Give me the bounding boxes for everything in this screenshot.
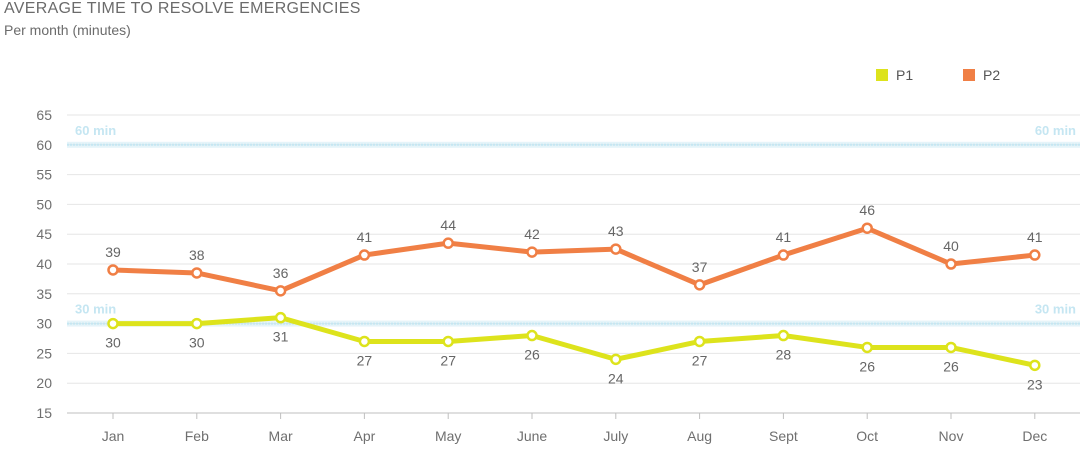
x-tick-label: June — [517, 428, 548, 444]
legend-swatch-p1 — [876, 69, 888, 81]
y-tick-label: 45 — [36, 226, 52, 242]
data-label-p2: 41 — [357, 229, 373, 245]
data-label-p1: 27 — [440, 352, 456, 368]
data-point-p2 — [1029, 249, 1041, 261]
data-point-p1 — [191, 317, 203, 330]
x-tick-label: Jan — [102, 428, 125, 444]
x-tick-label: Apr — [354, 428, 376, 444]
chart-title: AVERAGE TIME TO RESOLVE EMERGENCIES — [4, 0, 361, 17]
series-line-p2 — [110, 225, 1038, 294]
y-tick-label: 20 — [36, 375, 52, 391]
data-label-p1: 30 — [189, 335, 205, 351]
data-point-p2 — [358, 249, 371, 261]
data-point-p1 — [107, 317, 119, 330]
threshold-label-right: 60 min — [1035, 123, 1076, 138]
data-point-p2 — [610, 243, 622, 255]
y-tick-label: 35 — [36, 286, 52, 302]
data-point-p2 — [861, 222, 873, 234]
threshold-band-1 — [67, 320, 1080, 327]
data-label-p1: 26 — [859, 358, 875, 374]
data-point-p1 — [693, 335, 706, 348]
data-label-p1: 30 — [105, 335, 121, 351]
y-tick-label: 15 — [36, 405, 52, 421]
data-point-p1 — [777, 329, 790, 342]
data-label-p2: 44 — [440, 217, 456, 233]
x-tick-label: Oct — [856, 428, 878, 444]
y-tick-label: 40 — [36, 256, 52, 272]
y-tick-label: 25 — [36, 345, 52, 361]
data-point-p2 — [274, 285, 287, 297]
data-label-p2: 41 — [1027, 229, 1043, 245]
y-tick-label: 65 — [36, 107, 52, 123]
data-point-p1 — [1029, 359, 1041, 372]
data-point-p1 — [861, 341, 873, 354]
data-point-p2 — [945, 258, 957, 270]
data-label-p1: 26 — [943, 358, 959, 374]
data-label-p1: 28 — [776, 347, 792, 363]
threshold-label-right: 30 min — [1035, 302, 1076, 317]
data-label-p1: 24 — [608, 370, 624, 386]
data-point-p1 — [442, 335, 454, 348]
data-point-p1 — [358, 335, 371, 348]
data-label-p1: 26 — [524, 347, 540, 363]
data-label-p2: 46 — [859, 202, 875, 218]
x-tick-label: July — [603, 428, 628, 444]
data-point-p2 — [191, 267, 203, 279]
y-tick-label: 55 — [36, 167, 52, 183]
x-tick-label: Nov — [939, 428, 964, 444]
data-point-p2 — [526, 246, 538, 258]
x-tick-label: Feb — [185, 428, 209, 444]
threshold-label-left: 60 min — [75, 123, 116, 138]
data-point-p1 — [610, 353, 622, 366]
y-tick-label: 60 — [36, 137, 52, 153]
data-label-p2: 36 — [273, 265, 289, 281]
data-label-p2: 39 — [105, 244, 121, 260]
data-label-p2: 40 — [943, 238, 959, 254]
data-label-p1: 31 — [273, 329, 289, 345]
threshold-band-0 — [67, 141, 1080, 148]
x-tick-label: May — [435, 428, 461, 444]
data-point-p2 — [693, 279, 706, 291]
data-label-p2: 37 — [692, 259, 708, 275]
data-label-p2: 43 — [608, 223, 624, 239]
x-tick-label: Dec — [1022, 428, 1047, 444]
x-tick-label: Mar — [269, 428, 293, 444]
chart-subtitle: Per month (minutes) — [4, 22, 131, 38]
legend-label-p1: P1 — [896, 67, 914, 83]
data-label-p1: 27 — [692, 352, 708, 368]
legend-swatch-p2 — [963, 69, 975, 81]
data-point-p2 — [107, 264, 119, 276]
x-tick-label: Sept — [769, 428, 798, 444]
data-point-p1 — [526, 329, 538, 342]
data-label-p2: 41 — [776, 229, 792, 245]
data-label-p1: 27 — [357, 352, 373, 368]
data-label-p1: 23 — [1027, 376, 1043, 392]
data-point-p2 — [442, 237, 454, 249]
data-label-p2: 42 — [524, 226, 540, 242]
legend-item-p1: P1 — [876, 67, 913, 83]
y-tick-label: 30 — [36, 316, 52, 332]
legend-label-p2: P2 — [983, 67, 1001, 83]
data-label-p2: 38 — [189, 247, 205, 263]
legend-item-p2: P2 — [963, 67, 1000, 83]
threshold-label-left: 30 min — [75, 302, 116, 317]
data-point-p2 — [777, 249, 790, 261]
y-tick-label: 50 — [36, 196, 52, 212]
data-point-p1 — [945, 341, 957, 354]
x-tick-label: Aug — [687, 428, 712, 444]
data-point-p1 — [274, 311, 287, 324]
series-line-p1 — [110, 315, 1038, 368]
